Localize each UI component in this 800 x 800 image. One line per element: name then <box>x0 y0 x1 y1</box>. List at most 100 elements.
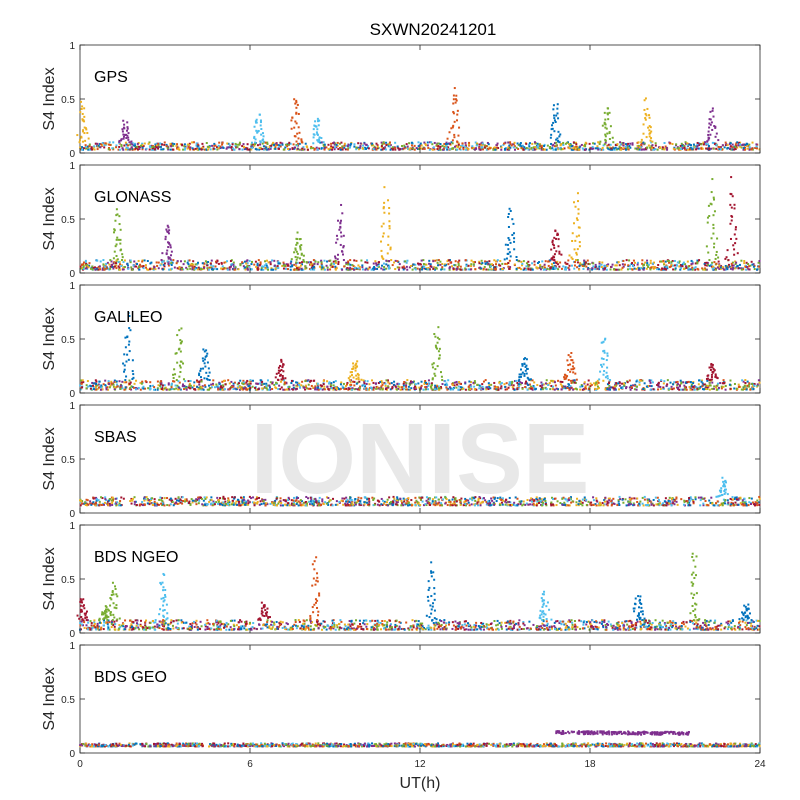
y-tick-label: 1 <box>69 281 75 292</box>
y-axis-label: S4 Index <box>41 187 58 250</box>
spike-1 <box>715 476 729 498</box>
spike-4 <box>290 98 303 144</box>
spike-5 <box>347 360 363 382</box>
spike-2 <box>118 119 133 144</box>
spike-10 <box>705 362 719 382</box>
x-axis-label: UT(h) <box>400 775 441 792</box>
spike-9 <box>598 337 612 382</box>
y-tick-label: 0.5 <box>61 695 75 706</box>
baseline-points <box>79 259 761 271</box>
x-tick-label: 18 <box>584 759 596 770</box>
y-tick-label: 0.5 <box>61 215 75 226</box>
spike-3 <box>290 231 305 262</box>
spike-9 <box>632 595 646 622</box>
spike-2 <box>98 605 109 622</box>
y-tick-label: 1 <box>69 161 75 172</box>
plot-area <box>79 644 761 754</box>
panel-title: BDS NGEO <box>94 549 178 566</box>
y-tick-label: 0.5 <box>61 575 75 586</box>
spike-9 <box>640 97 654 144</box>
y-tick-label: 0 <box>69 749 75 760</box>
spike-1 <box>112 208 124 262</box>
spike-4 <box>334 203 345 262</box>
plot-area <box>79 164 761 274</box>
y-axis-label: S4 Index <box>41 547 58 610</box>
y-axis-label: S4 Index <box>41 427 58 490</box>
spike-5 <box>257 601 271 622</box>
y-tick-label: 0.5 <box>61 95 75 106</box>
spike-4 <box>154 572 169 622</box>
spike-2 <box>172 327 185 382</box>
plot-area <box>79 404 761 514</box>
spike-2 <box>160 224 173 262</box>
spike-5 <box>380 186 393 262</box>
spike-10 <box>724 176 739 262</box>
spike-11 <box>738 603 753 622</box>
baseline-points <box>79 619 761 631</box>
x-tick-label: 6 <box>247 759 253 770</box>
spike-8 <box>563 352 578 382</box>
y-tick-label: 1 <box>69 401 75 412</box>
y-tick-label: 0 <box>69 629 75 640</box>
panel-1: 0 0.5 1 GPS S4 Index <box>41 41 761 160</box>
y-tick-label: 0.5 <box>61 455 75 466</box>
spike-6 <box>309 556 321 622</box>
spike-7 <box>550 229 563 262</box>
baseline-points <box>79 141 761 151</box>
plot-area <box>79 44 761 154</box>
spike-9 <box>705 178 720 262</box>
spike-7 <box>425 561 438 622</box>
spike-5 <box>312 117 325 144</box>
spike-6 <box>503 207 518 262</box>
y-tick-label: 1 <box>69 641 75 652</box>
y-tick-label: 0.5 <box>61 335 75 346</box>
spike-7 <box>549 103 562 144</box>
x-tick-label: 24 <box>754 759 766 770</box>
panel-2: 0 0.5 1 GLONASS S4 Index <box>41 161 761 280</box>
spike-7 <box>518 357 532 382</box>
panel-title: GPS <box>94 69 128 86</box>
baseline-points <box>79 742 761 748</box>
band-points <box>555 730 690 736</box>
spike-3 <box>253 113 265 144</box>
spike-8 <box>538 590 553 622</box>
plot-area <box>79 284 761 394</box>
spike-6 <box>446 87 461 144</box>
y-tick-label: 1 <box>69 41 75 52</box>
spike-4 <box>274 358 287 382</box>
y-tick-label: 0 <box>69 389 75 400</box>
y-axis-label: S4 Index <box>41 667 58 730</box>
spike-1 <box>76 100 90 144</box>
y-tick-label: 0 <box>69 149 75 160</box>
panel-title: BDS GEO <box>94 669 167 686</box>
spike-6 <box>431 326 444 382</box>
panels: 0 0.5 1 GPS S4 Index 0 0.5 1 GLONASS S4 Index 0 0.5… <box>41 41 766 770</box>
panel-title: GALILEO <box>94 309 162 326</box>
spike-10 <box>703 107 720 144</box>
panel-title: GLONASS <box>94 189 171 206</box>
x-tick-label: 12 <box>414 759 426 770</box>
spike-1 <box>76 598 88 622</box>
y-axis-label: S4 Index <box>41 307 58 370</box>
figure-title: SXWN20241201 <box>370 20 497 39</box>
y-tick-label: 0 <box>69 269 75 280</box>
spike-10 <box>689 552 701 622</box>
spike-1 <box>122 311 135 382</box>
x-tick-label: 0 <box>77 759 83 770</box>
plot-area <box>79 524 761 634</box>
watermark: IONISE <box>251 403 590 515</box>
spike-3 <box>107 581 121 622</box>
baseline-points <box>79 379 761 391</box>
y-axis-label: S4 Index <box>41 67 58 130</box>
spike-8 <box>599 107 615 144</box>
spike-8 <box>568 192 581 262</box>
panel-4: 0 0.5 1 SBAS S4 Index <box>41 401 761 520</box>
panel-title: SBAS <box>94 429 137 446</box>
y-tick-label: 0 <box>69 509 75 520</box>
panel-5: 0 0.5 1 BDS NGEO S4 Index <box>41 521 761 640</box>
panel-6: 0 0.5 1 0 6 12 18 24 BDS GEO S4 Index <box>41 641 766 770</box>
y-tick-label: 1 <box>69 521 75 532</box>
spike-3 <box>198 348 211 382</box>
baseline-points <box>79 495 761 507</box>
